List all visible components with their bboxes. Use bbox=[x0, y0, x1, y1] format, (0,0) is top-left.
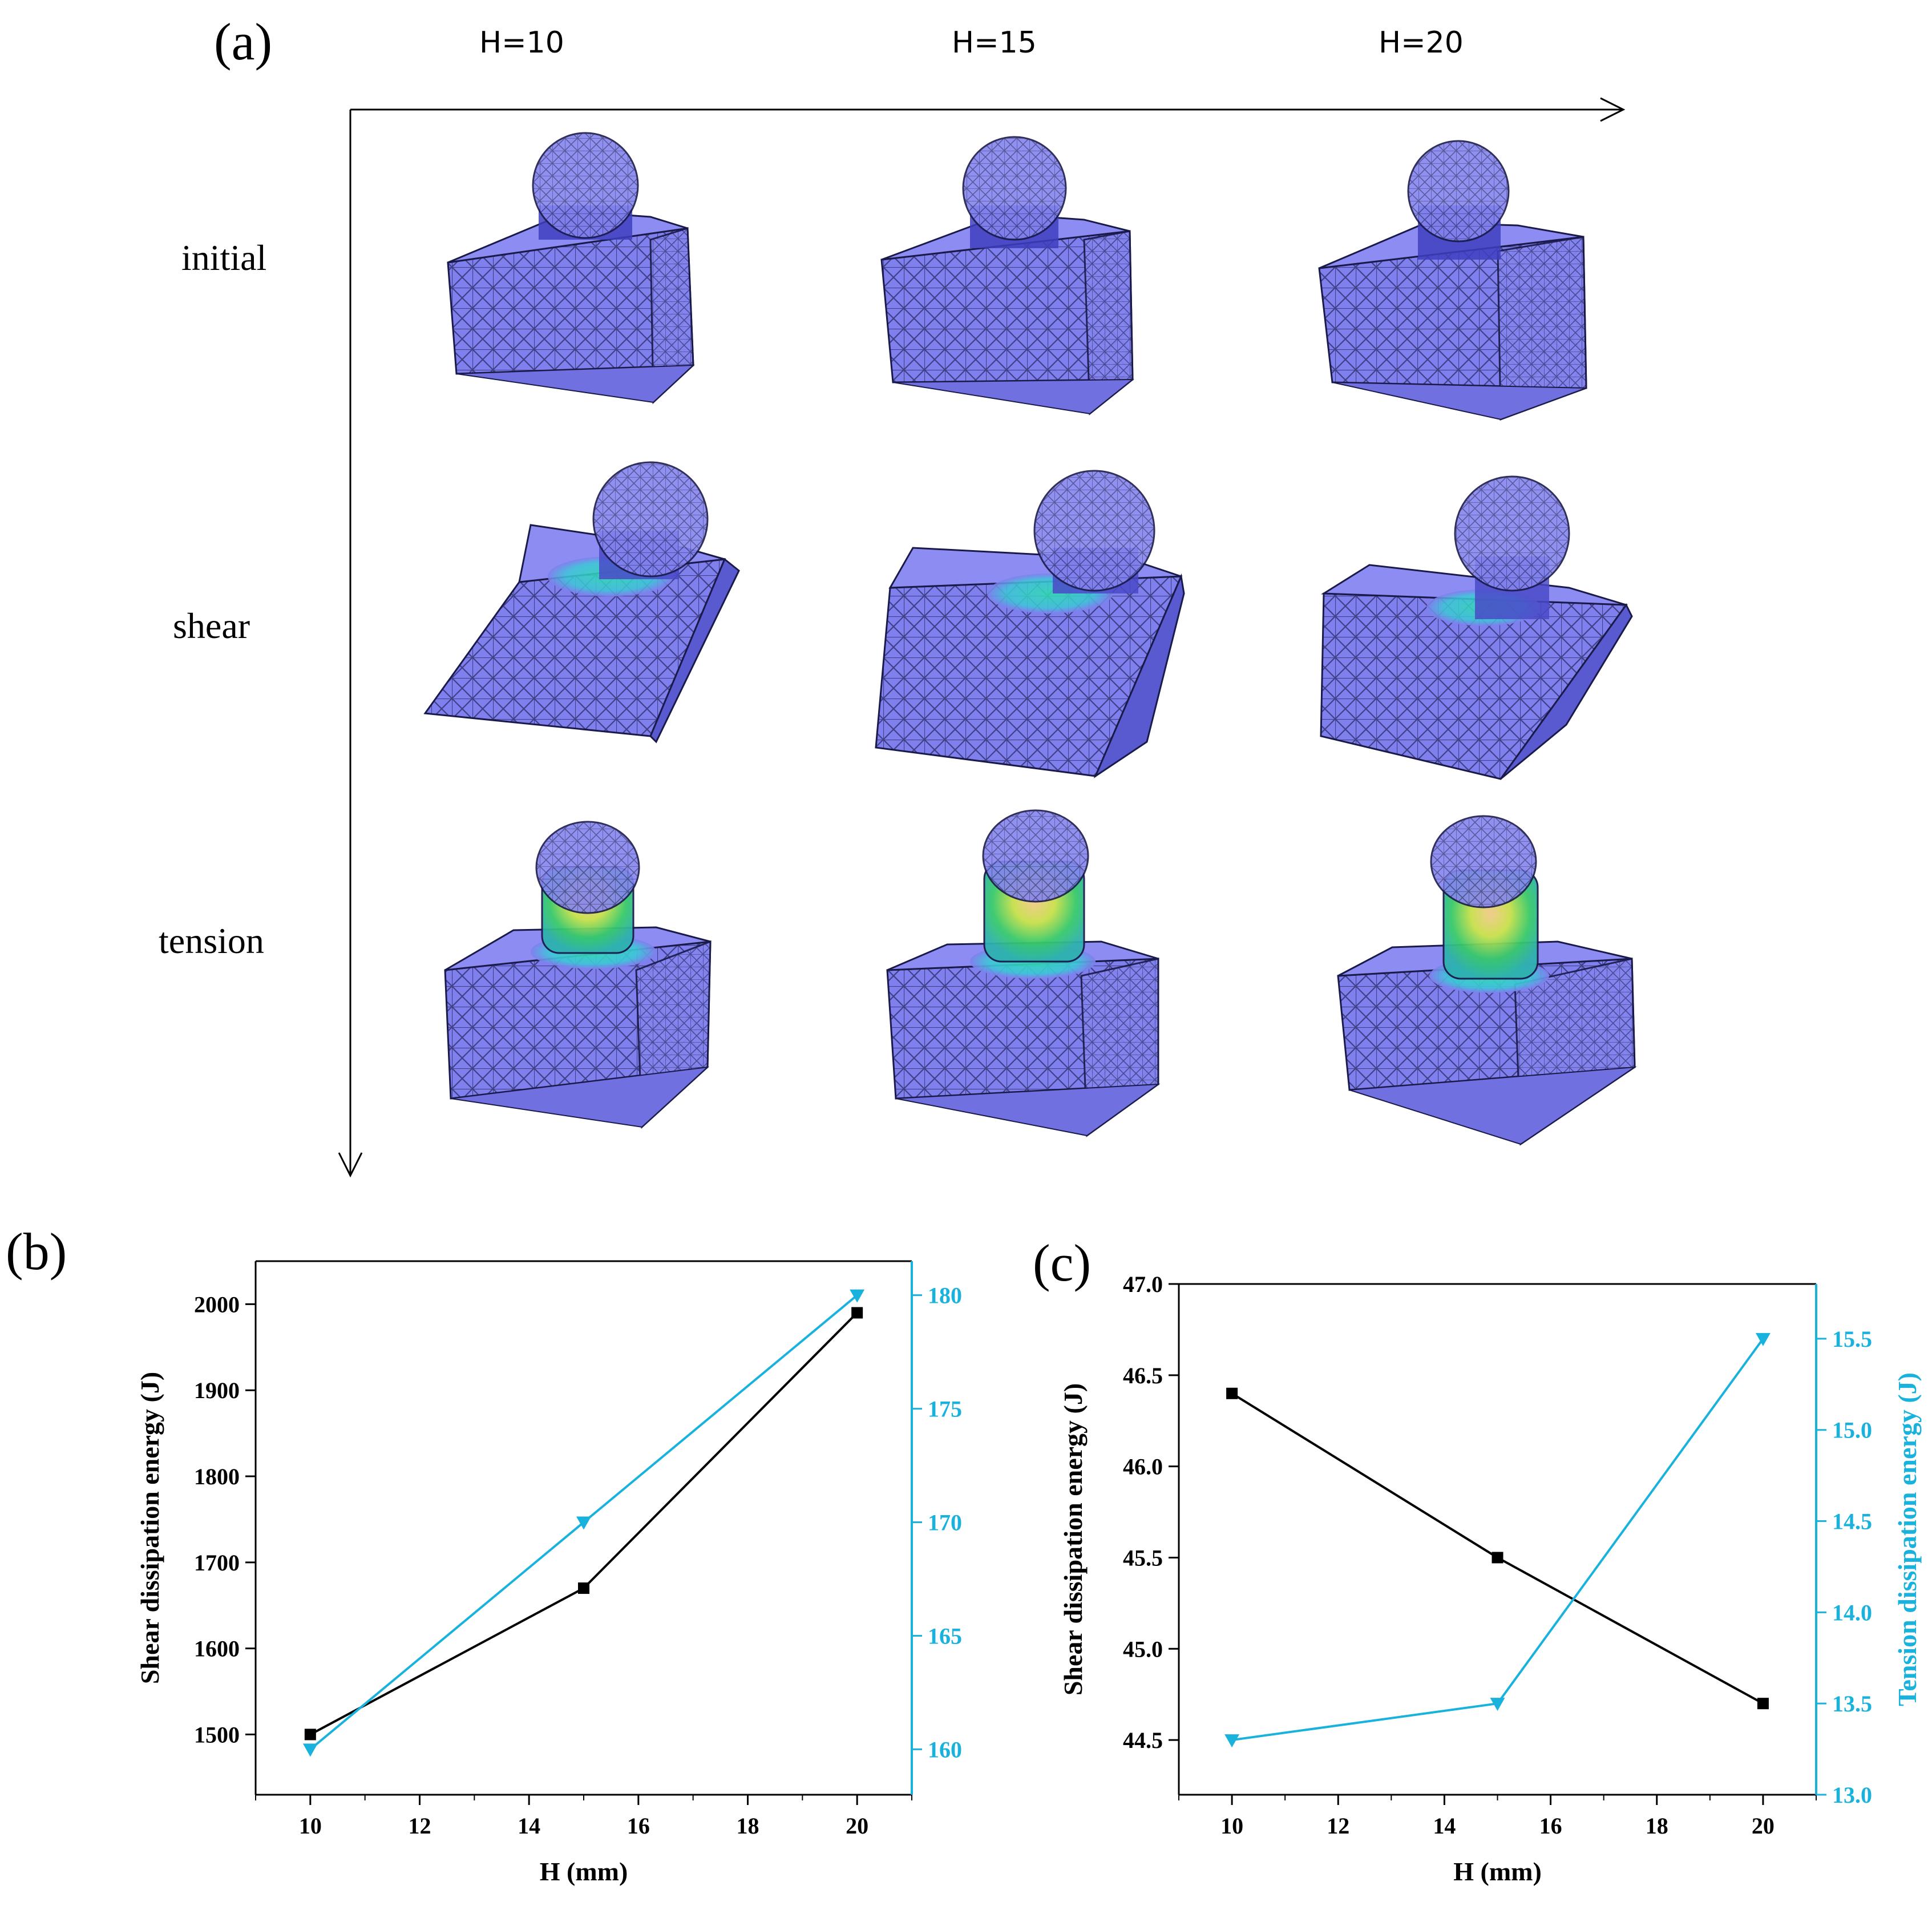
y-axis-title-left: Shear dissipation energy (J) bbox=[135, 1372, 164, 1684]
y-tick-label-left: 46.5 bbox=[1123, 1363, 1163, 1388]
data-point-right bbox=[1224, 1734, 1240, 1748]
data-point-right bbox=[1755, 1332, 1771, 1346]
mesh-block-tension-h15 bbox=[886, 809, 1161, 1137]
x-tick-label: 14 bbox=[1433, 1813, 1456, 1839]
y-tick-label-right: 170 bbox=[928, 1510, 962, 1536]
mesh-block-initial-h15 bbox=[880, 136, 1134, 416]
y-tick-label-right: 14.5 bbox=[1832, 1509, 1872, 1535]
chart-b: 10 12 14 16 18 20 1500 1600 1700 1800 1900 2000 160 1… bbox=[135, 1260, 962, 1886]
data-point-left bbox=[1226, 1387, 1238, 1399]
mesh-block-tension-h20 bbox=[1337, 815, 1637, 1146]
x-tick-label: 16 bbox=[1539, 1813, 1562, 1839]
mesh-block-shear-h20 bbox=[1320, 475, 1633, 780]
x-tick-label: 14 bbox=[518, 1813, 540, 1839]
x-tick-label: 16 bbox=[627, 1813, 650, 1839]
x-tick-label: 12 bbox=[1327, 1813, 1349, 1839]
y-tick-label-right: 13.5 bbox=[1832, 1691, 1872, 1717]
y-tick-label-right: 14.0 bbox=[1832, 1600, 1872, 1625]
mesh-block-tension-h10 bbox=[444, 821, 712, 1129]
y-tick-label-right: 15.5 bbox=[1832, 1326, 1872, 1352]
x-tick-label: 20 bbox=[1752, 1813, 1775, 1839]
series-line-left bbox=[1231, 1392, 1764, 1705]
y-axis-title-left: Shear dissipation energy (J) bbox=[1058, 1383, 1088, 1695]
y-axis-title-right: Tension dissipation energy (J) bbox=[1893, 1372, 1922, 1706]
panel-a-figure bbox=[338, 97, 1637, 1178]
data-point-left bbox=[1492, 1552, 1503, 1564]
mesh-block-initial-h20 bbox=[1318, 140, 1587, 421]
data-point-left bbox=[304, 1729, 316, 1741]
y-tick-label-left: 1900 bbox=[194, 1378, 240, 1403]
y-tick-label-left: 47.0 bbox=[1123, 1271, 1163, 1297]
x-tick-label: 10 bbox=[1220, 1813, 1243, 1839]
y-tick-label-left: 46.0 bbox=[1123, 1454, 1163, 1480]
x-tick-label: 12 bbox=[409, 1813, 431, 1839]
x-tick-label: 18 bbox=[737, 1813, 759, 1839]
y-tick-label-right: 15.0 bbox=[1832, 1418, 1872, 1443]
column-header-h15: H=15 bbox=[952, 26, 1037, 60]
y-tick-label-left: 1600 bbox=[194, 1636, 240, 1662]
x-axis-title: H (mm) bbox=[1453, 1857, 1542, 1886]
y-tick-label-right: 180 bbox=[928, 1283, 962, 1309]
y-tick-label-left: 2000 bbox=[194, 1291, 240, 1317]
y-tick-label-left: 44.5 bbox=[1123, 1727, 1163, 1753]
x-tick-label: 18 bbox=[1646, 1813, 1668, 1839]
y-tick-label-left: 1700 bbox=[194, 1550, 240, 1576]
row-header-initial: initial bbox=[181, 237, 267, 278]
y-tick-label-left: 45.5 bbox=[1123, 1545, 1163, 1570]
series-line-right bbox=[1231, 1338, 1764, 1742]
data-point-right bbox=[302, 1743, 318, 1757]
x-axis-title: H (mm) bbox=[540, 1857, 628, 1886]
column-header-h20: H=20 bbox=[1379, 26, 1464, 60]
mesh-block-initial-h10 bbox=[447, 132, 695, 405]
panel-c-label: (c) bbox=[1033, 1234, 1092, 1292]
panel-a-axes bbox=[338, 97, 1626, 1178]
y-tick-label-left: 1800 bbox=[194, 1464, 240, 1489]
row-header-tension: tension bbox=[159, 920, 264, 961]
row-header-shear: shear bbox=[173, 605, 250, 646]
y-tick-label-right: 165 bbox=[928, 1623, 962, 1649]
mesh-block-shear-h10 bbox=[423, 461, 740, 744]
column-header-h10: H=10 bbox=[479, 26, 564, 60]
data-point-right bbox=[576, 1516, 591, 1530]
y-tick-label-right: 175 bbox=[928, 1396, 962, 1422]
data-point-left bbox=[578, 1582, 589, 1594]
x-tick-label: 10 bbox=[299, 1813, 322, 1839]
panel-b-label: (b) bbox=[6, 1222, 67, 1281]
chart-c: 10 12 14 16 18 20 44.5 45.0 45.5 46.0 46.5 47.0 13.0… bbox=[1058, 1271, 1922, 1886]
mesh-block-shear-h15 bbox=[875, 470, 1185, 779]
data-point-left bbox=[1757, 1698, 1769, 1710]
y-tick-label-right: 160 bbox=[928, 1737, 962, 1762]
data-point-right bbox=[1490, 1698, 1505, 1711]
y-tick-label-left: 45.0 bbox=[1123, 1636, 1163, 1662]
data-point-right bbox=[850, 1289, 865, 1303]
panel-a-label: (a) bbox=[214, 13, 273, 71]
y-tick-label-right: 13.0 bbox=[1832, 1782, 1872, 1808]
y-tick-label-left: 1500 bbox=[194, 1722, 240, 1747]
data-point-left bbox=[851, 1307, 863, 1319]
x-tick-label: 20 bbox=[846, 1813, 868, 1839]
